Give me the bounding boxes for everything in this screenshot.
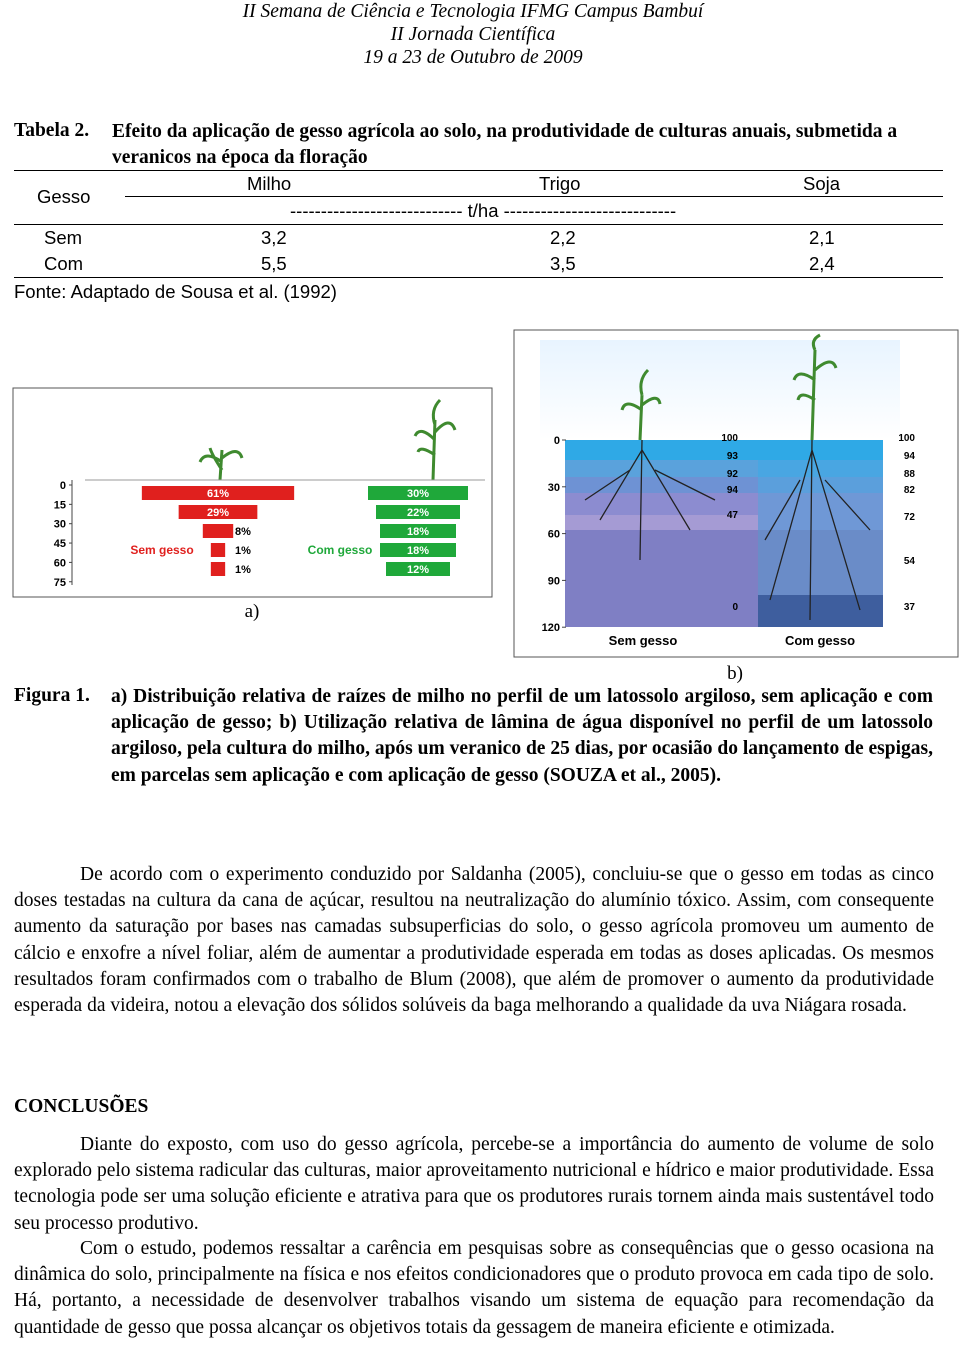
roots (584, 439, 871, 621)
bar (380, 524, 456, 538)
bar (141, 486, 295, 500)
series-label: Sem gesso (130, 543, 193, 557)
table-rule (125, 196, 943, 197)
bar-label: 18% (407, 545, 429, 557)
table-cell: 2,1 (809, 227, 835, 248)
header-line: II Jornada Científica (390, 24, 556, 45)
paragraph: Com o estudo, podemos ressaltar a carênc… (14, 1238, 934, 1338)
bar-label: 1% (235, 564, 251, 576)
section-title: CONCLUSÕES (14, 1096, 149, 1117)
panel-label: b) (727, 663, 743, 684)
paragraph: Diante do exposto, com uso do gesso agrí… (14, 1134, 934, 1234)
bar (178, 505, 258, 519)
tick-label: 30 (54, 519, 66, 531)
soil-layer (565, 460, 758, 477)
soil-layer (758, 595, 883, 627)
tick-label: 75 (54, 577, 66, 589)
tick-label: 30 (548, 482, 560, 494)
tick-label: 15 (54, 499, 66, 511)
soil-layer (758, 493, 883, 530)
water-use: 92 (727, 469, 739, 480)
water-use: 93 (727, 451, 739, 462)
paragraph: De acordo com o experimento conduzido po… (14, 864, 934, 1017)
bar-label: 30% (407, 488, 429, 500)
table-cell: 2,4 (809, 253, 835, 274)
water-use: 82 (904, 485, 916, 496)
bar-label: 29% (207, 507, 229, 519)
header-line: II Semana de Ciência e Tecnologia IFMG C… (242, 1, 704, 22)
bar-label: 22% (407, 507, 429, 519)
table-rule (14, 277, 943, 278)
bar (210, 543, 226, 557)
water-use: 37 (904, 602, 916, 613)
table-rule (14, 170, 943, 171)
bar (368, 486, 468, 500)
soil-layer (565, 530, 758, 627)
table-label: Tabela 2. (14, 120, 90, 141)
tick-label: 60 (548, 529, 560, 541)
series-label: Com gesso (785, 633, 855, 648)
tick-label: 0 (60, 480, 66, 492)
series-label: Com gesso (308, 543, 373, 557)
soil-layer (758, 460, 883, 477)
figure: Profundidade (cm)0153045607561%29%8%1%1%… (12, 329, 959, 684)
water-use: 72 (904, 512, 916, 523)
water-use: 88 (904, 469, 916, 480)
table-source: Fonte: Adaptado de Sousa et al. (1992) (14, 281, 337, 302)
column-header: Gesso (37, 186, 91, 207)
tick-label: 60 (54, 557, 66, 569)
bar-label: 12% (407, 564, 429, 576)
bar-label: 18% (407, 526, 429, 538)
figure-label: Figura 1. (14, 685, 90, 706)
figure-a: Profundidade (cm)0153045607561%29%8%1%1%… (54, 479, 485, 589)
water-use: 54 (904, 556, 916, 567)
sky (540, 340, 900, 440)
column-header: Milho (247, 173, 292, 194)
tick-label: 90 (548, 575, 560, 587)
soil-layer (758, 440, 883, 460)
table-cell: 3,2 (261, 227, 287, 248)
bar-label: 61% (207, 488, 229, 500)
figure-caption: a) Distribuição relativa de raízes de mi… (111, 686, 933, 786)
water-use: 100 (721, 433, 738, 444)
bar (380, 543, 456, 557)
header: II Semana de Ciência e Tecnologia IFMG C… (0, 0, 946, 69)
tick-label: 0 (554, 435, 560, 447)
soil-layer (565, 515, 758, 530)
table-cell: Com (44, 253, 84, 274)
soil-layer (758, 477, 883, 493)
table-cell: 5,5 (261, 253, 287, 274)
bar (376, 505, 460, 519)
bar-label: 1% (235, 545, 251, 557)
bar (210, 562, 226, 576)
unit-row: ---------------------------- t/ha ------… (290, 200, 677, 221)
column-header: Soja (803, 173, 841, 194)
header-line: 19 a 23 de Outubro de 2009 (363, 47, 583, 68)
figure-b: Profundidade (cm)Uso de água (%)03060901… (542, 433, 916, 648)
table-cell: 3,5 (550, 253, 576, 274)
tick-label: 45 (54, 538, 66, 550)
water-use: 94 (904, 451, 916, 462)
bar (202, 524, 234, 538)
water-use: 100 (898, 433, 915, 444)
soil-layer (565, 440, 758, 460)
column-header: Trigo (539, 173, 581, 194)
panel-label: a) (245, 601, 260, 622)
bar (386, 562, 450, 576)
plants (198, 333, 838, 481)
water-use: 0 (732, 602, 738, 613)
table-cell: Sem (44, 227, 83, 248)
water-use: 94 (727, 485, 739, 496)
series-label: Sem gesso (609, 633, 678, 648)
table-cell: 2,2 (550, 227, 576, 248)
bar-label: 8% (235, 526, 251, 538)
table-caption: Efeito da aplicação de gesso agrícola ao… (112, 121, 898, 168)
soil-layer (758, 530, 883, 595)
tick-label: 120 (542, 622, 560, 634)
water-use: 47 (727, 510, 739, 521)
table-rule (14, 224, 943, 225)
